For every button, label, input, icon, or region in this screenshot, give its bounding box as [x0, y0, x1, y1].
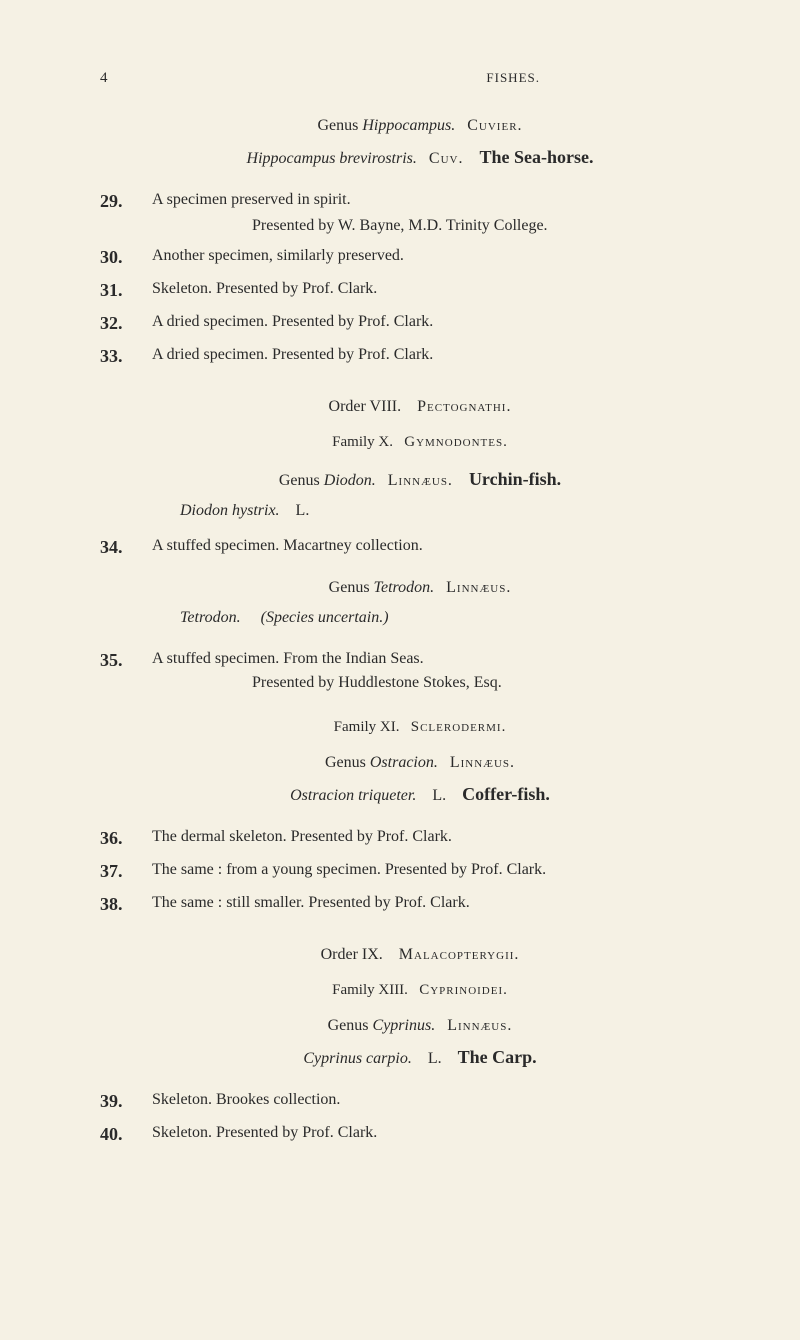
entry-num: 30. — [100, 244, 152, 271]
entry-num: 38. — [100, 891, 152, 918]
genus-name: Diodon. — [324, 472, 376, 489]
species-author: Cuv. — [429, 150, 464, 167]
genus-prefix: Genus — [328, 1017, 369, 1034]
order-prefix: Order VIII. — [329, 398, 402, 415]
ostracion-author: L. — [432, 787, 446, 804]
entry-35: 35. A stuffed specimen. From the Indian … — [100, 647, 740, 695]
tetrodon-name: Tetrodon. — [180, 609, 241, 626]
page-header: 4 FISHES. — [100, 70, 740, 87]
genus-author: Cuvier. — [467, 117, 522, 134]
genus-name: Cyprinus. — [373, 1017, 436, 1034]
entry-num: 33. — [100, 343, 152, 370]
entry-num: 32. — [100, 310, 152, 337]
genus-prefix: Genus — [325, 754, 366, 771]
family-name: Gymnodontes. — [404, 434, 508, 450]
entry-29: 29. A specimen preserved in spirit. Pres… — [100, 188, 740, 238]
entry-text: A specimen preserved in spirit. Presente… — [152, 188, 740, 238]
cyprinus-author: L. — [428, 1050, 442, 1067]
family-xiii: Family XIII. Cyprinoidei. — [100, 982, 740, 999]
entry-num: 31. — [100, 277, 152, 304]
entry-num: 34. — [100, 534, 152, 561]
entry-text: Another specimen, similarly preserved. — [152, 244, 740, 271]
ostracion-name: Ostracion triqueter. — [290, 787, 416, 804]
entry-38: 38. The same : still smaller. Presented … — [100, 891, 740, 918]
order-name: Pectognathi. — [417, 398, 511, 415]
entry-line1: A stuffed specimen. From the Indian Seas… — [152, 647, 740, 671]
genus-prefix: Genus — [317, 117, 358, 134]
species-hippocampus: Hippocampus brevirostris. Cuv. The Sea-h… — [100, 147, 740, 168]
entry-30: 30. Another specimen, similarly preserve… — [100, 244, 740, 271]
order-viii: Order VIII. Pectognathi. — [100, 398, 740, 416]
diodon-name: Diodon hystrix. — [180, 502, 280, 519]
entry-text: A stuffed specimen. From the Indian Seas… — [152, 647, 740, 695]
family-name: Sclerodermi. — [411, 719, 507, 735]
entry-num: 35. — [100, 647, 152, 695]
order-prefix: Order IX. — [321, 946, 383, 963]
tetrodon-species: Tetrodon. (Species uncertain.) — [180, 609, 740, 627]
entry-39: 39. Skeleton. Brookes collection. — [100, 1088, 740, 1115]
entry-text: The same : still smaller. Presented by P… — [152, 891, 740, 918]
ostracion-common: Coffer-fish. — [462, 784, 550, 804]
entry-num: 40. — [100, 1121, 152, 1148]
family-x: Family X. Gymnodontes. — [100, 434, 740, 451]
genus-author: Linnæus. — [450, 754, 515, 771]
genus-hippocampus: Genus Hippocampus. Cuvier. — [100, 117, 740, 135]
entry-text: A dried specimen. Presented by Prof. Cla… — [152, 310, 740, 337]
diodon-author: L. — [296, 502, 310, 519]
genus-cyprinus: Genus Cyprinus. Linnæus. — [100, 1017, 740, 1035]
entry-text: A stuffed specimen. Macartney collection… — [152, 534, 740, 561]
entry-line2: Presented by W. Bayne, M.D. Trinity Coll… — [252, 214, 740, 238]
page-number: 4 — [100, 70, 108, 87]
genus-common: Urchin-fish. — [469, 469, 561, 489]
entry-40: 40. Skeleton. Presented by Prof. Clark. — [100, 1121, 740, 1148]
entry-text: Skeleton. Presented by Prof. Clark. — [152, 1121, 740, 1148]
genus-prefix: Genus — [329, 579, 370, 596]
cyprinus-common: The Carp. — [458, 1047, 537, 1067]
entry-num: 29. — [100, 188, 152, 238]
genus-author: Linnæus. — [447, 1017, 512, 1034]
entry-text: The dermal skeleton. Presented by Prof. … — [152, 825, 740, 852]
species-common: The Sea-horse. — [479, 147, 593, 167]
genus-ostracion: Genus Ostracion. Linnæus. — [100, 754, 740, 772]
entry-33: 33. A dried specimen. Presented by Prof.… — [100, 343, 740, 370]
family-prefix: Family XIII. — [332, 982, 408, 998]
genus-diodon: Genus Diodon. Linnæus. Urchin-fish. — [100, 469, 740, 490]
entry-num: 36. — [100, 825, 152, 852]
family-xi: Family XI. Sclerodermi. — [100, 719, 740, 736]
genus-prefix: Genus — [279, 472, 320, 489]
header-title: FISHES. — [486, 70, 540, 87]
tetrodon-note: (Species uncertain.) — [261, 609, 389, 626]
order-ix: Order IX. Malacopterygii. — [100, 946, 740, 964]
family-prefix: Family X. — [332, 434, 393, 450]
family-prefix: Family XI. — [334, 719, 400, 735]
genus-name: Tetrodon. — [374, 579, 435, 596]
genus-name: Hippocampus. — [362, 117, 455, 134]
cyprinus-name: Cyprinus carpio. — [303, 1050, 411, 1067]
entry-line2: Presented by Huddlestone Stokes, Esq. — [252, 671, 740, 695]
genus-author: Linnæus. — [446, 579, 511, 596]
entry-31: 31. Skeleton. Presented by Prof. Clark. — [100, 277, 740, 304]
entry-text: Skeleton. Presented by Prof. Clark. — [152, 277, 740, 304]
order-name: Malacopterygii. — [399, 946, 520, 963]
entry-num: 37. — [100, 858, 152, 885]
entry-text: A dried specimen. Presented by Prof. Cla… — [152, 343, 740, 370]
entry-num: 39. — [100, 1088, 152, 1115]
family-name: Cyprinoidei. — [419, 982, 508, 998]
diodon-hystrix: Diodon hystrix. L. — [180, 502, 740, 520]
genus-tetrodon: Genus Tetrodon. Linnæus. — [100, 579, 740, 597]
genus-name: Ostracion. — [370, 754, 438, 771]
entry-32: 32. A dried specimen. Presented by Prof.… — [100, 310, 740, 337]
ostracion-species: Ostracion triqueter. L. Coffer-fish. — [100, 784, 740, 805]
entry-36: 36. The dermal skeleton. Presented by Pr… — [100, 825, 740, 852]
species-name: Hippocampus brevirostris. — [247, 150, 417, 167]
entry-line1: A specimen preserved in spirit. — [152, 188, 740, 212]
cyprinus-species: Cyprinus carpio. L. The Carp. — [100, 1047, 740, 1068]
entry-37: 37. The same : from a young specimen. Pr… — [100, 858, 740, 885]
entry-text: The same : from a young specimen. Presen… — [152, 858, 740, 885]
genus-author: Linnæus. — [388, 472, 453, 489]
entry-text: Skeleton. Brookes collection. — [152, 1088, 740, 1115]
entry-34: 34. A stuffed specimen. Macartney collec… — [100, 534, 740, 561]
